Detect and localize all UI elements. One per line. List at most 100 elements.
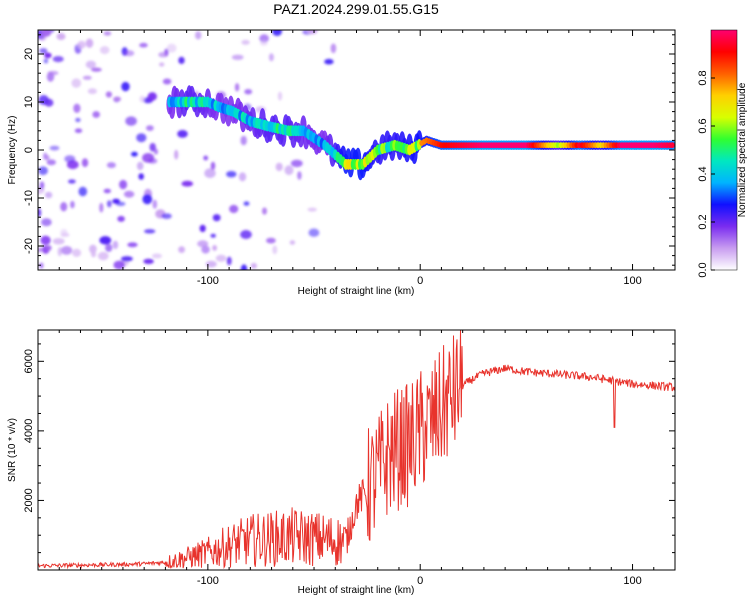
- spectrogram-x-tick-label: 0: [417, 275, 423, 287]
- spectrogram-noise-blob: [178, 56, 185, 64]
- spectrogram-noise-layer: [38, 30, 337, 270]
- spectrogram-x-tick-label: -100: [197, 275, 219, 287]
- spectrogram-noise-blob: [82, 75, 92, 80]
- spectrogram-noise-blob: [159, 62, 165, 67]
- spectrogram-noise-blob: [123, 50, 135, 57]
- spectrogram-noise-blob: [87, 88, 97, 95]
- spectrogram-noise-blob: [89, 244, 97, 254]
- spectrogram-noise-blob: [91, 250, 96, 258]
- spectrogram-noise-blob: [39, 181, 45, 190]
- spectrogram-noise-blob: [195, 31, 202, 40]
- spectrogram-panel: -100 0 100 -20 -100 10 20 Height of straight …: [7, 29, 676, 297]
- spectrogram-noise-blob: [64, 155, 76, 163]
- spectrogram-noise-blob: [210, 233, 216, 238]
- spectrogram-x-axis-label: Height of straight line (km): [298, 286, 415, 297]
- spectrogram-noise-blob: [77, 40, 86, 49]
- spectrogram-noise-blob: [44, 155, 50, 161]
- spectrogram-noise-blob: [38, 166, 48, 175]
- spectrogram-noise-blob: [112, 198, 120, 204]
- spectrogram-noise-blob: [181, 180, 194, 187]
- spectrogram-noise-blob: [241, 39, 250, 45]
- spectrogram-noise-blob: [201, 245, 210, 254]
- spectrogram-noise-blob: [238, 172, 247, 182]
- spectrogram-noise-blob: [234, 83, 240, 92]
- snr-x-tick-label: -100: [197, 575, 219, 587]
- spectrogram-noise-blob: [117, 215, 125, 222]
- spectrogram-noise-blob: [75, 117, 81, 123]
- spectrogram-noise-blob: [46, 159, 56, 166]
- spectrogram-y-tick-label: 20: [23, 48, 35, 60]
- spectrogram-noise-blob: [125, 116, 137, 126]
- spectrogram-noise-blob: [210, 161, 216, 170]
- colorbar-tick-label: 0.0: [697, 262, 709, 277]
- spectrogram-y-tick-label: 0: [23, 147, 35, 153]
- spectrogram-noise-blob: [243, 201, 250, 206]
- spectrogram-x-ticks: -100 0 100: [37, 30, 676, 287]
- spectrogram-noise-blob: [45, 245, 52, 251]
- spectrogram-noise-blob: [127, 242, 138, 248]
- spectrogram-noise-blob: [240, 264, 248, 270]
- spectrogram-y-tick-label: 10: [23, 96, 35, 108]
- spectrogram-noise-blob: [149, 142, 156, 152]
- spectrogram-noise-blob: [146, 125, 154, 131]
- spectrogram-noise-blob: [259, 34, 269, 43]
- spectrogram-noise-blob: [268, 53, 274, 62]
- colorbar-tick-label: 0.8: [697, 70, 709, 85]
- chart-title: PAZ1.2024.299.01.55.G15: [273, 1, 439, 17]
- snr-x-tick-label: 100: [623, 575, 641, 587]
- snr-panel: -100 0 100 2000 4000 6000 Height of straight…: [7, 329, 676, 596]
- spectrogram-noise-blob: [139, 42, 148, 48]
- spectrogram-noise-blob: [162, 78, 172, 85]
- spectrogram-y-ticks: -20 -10 0 10 20: [23, 34, 675, 266]
- spectrogram-noise-blob: [60, 202, 68, 212]
- spectrogram-noise-blob: [151, 253, 162, 259]
- spectrogram-noise-blob: [113, 96, 122, 102]
- spectrogram-noise-blob: [139, 95, 146, 103]
- spectrogram-noise-blob: [44, 98, 54, 107]
- spectrogram-noise-blob: [99, 46, 110, 55]
- snr-y-tick-label: 2000: [23, 488, 35, 512]
- spectrogram-noise-blob: [272, 30, 282, 36]
- spectrogram-ridge-layer: [166, 85, 675, 181]
- spectrogram-noise-blob: [41, 30, 52, 37]
- spectrogram-noise-blob: [105, 91, 112, 98]
- spectrogram-noise-blob: [41, 218, 52, 227]
- snr-x-axis-label: Height of straight line (km): [298, 585, 415, 596]
- snr-frame: [37, 329, 676, 571]
- spectrogram-ridge-core: [669, 142, 675, 149]
- spectrogram-noise-blob: [161, 213, 172, 219]
- spectrogram-noise-blob: [91, 67, 102, 72]
- spectrogram-y-axis-label: Frequency (Hz): [7, 116, 18, 185]
- spectrogram-y-tick-label: -20: [23, 238, 35, 254]
- spectrogram-noise-blob: [307, 207, 317, 212]
- spectrogram-noise-blob: [266, 237, 276, 244]
- spectrogram-noise-blob: [38, 247, 43, 253]
- spectrogram-noise-blob: [49, 145, 60, 151]
- spectrogram-noise-blob: [85, 38, 94, 48]
- spectrogram-noise-blob: [40, 235, 51, 245]
- spectrogram-noise-blob: [289, 240, 296, 245]
- spectrogram-noise-blob: [103, 31, 112, 36]
- spectrogram-noise-blob: [240, 135, 247, 146]
- colorbar-bar: [710, 29, 738, 271]
- spectrogram-noise-blob: [203, 155, 209, 161]
- colorbar-tick-label: 0.6: [697, 118, 709, 133]
- spectrogram-noise-blob: [85, 60, 97, 69]
- spectrogram-noise-blob: [106, 162, 116, 169]
- spectrogram-noise-blob: [308, 228, 320, 237]
- snr-x-tick-label: 0: [417, 575, 423, 587]
- spectrogram-noise-blob: [148, 158, 158, 164]
- spectrogram-noise-blob: [290, 159, 303, 168]
- spectrogram-x-tick-label: 100: [623, 275, 641, 287]
- spectrogram-noise-blob: [44, 191, 53, 199]
- spectrogram-noise-blob: [136, 133, 147, 143]
- spectrogram-noise-blob: [43, 58, 49, 64]
- spectrogram-noise-blob: [231, 54, 244, 60]
- spectrogram-noise-blob: [147, 92, 157, 101]
- spectrogram-noise-blob: [262, 207, 267, 215]
- spectrogram-noise-blob: [212, 214, 221, 222]
- spectrogram-noise-blob: [78, 186, 88, 197]
- spectrogram-noise-blob: [121, 256, 133, 262]
- spectrogram-noise-blob: [177, 130, 188, 138]
- snr-y-tick-label: 6000: [23, 349, 35, 373]
